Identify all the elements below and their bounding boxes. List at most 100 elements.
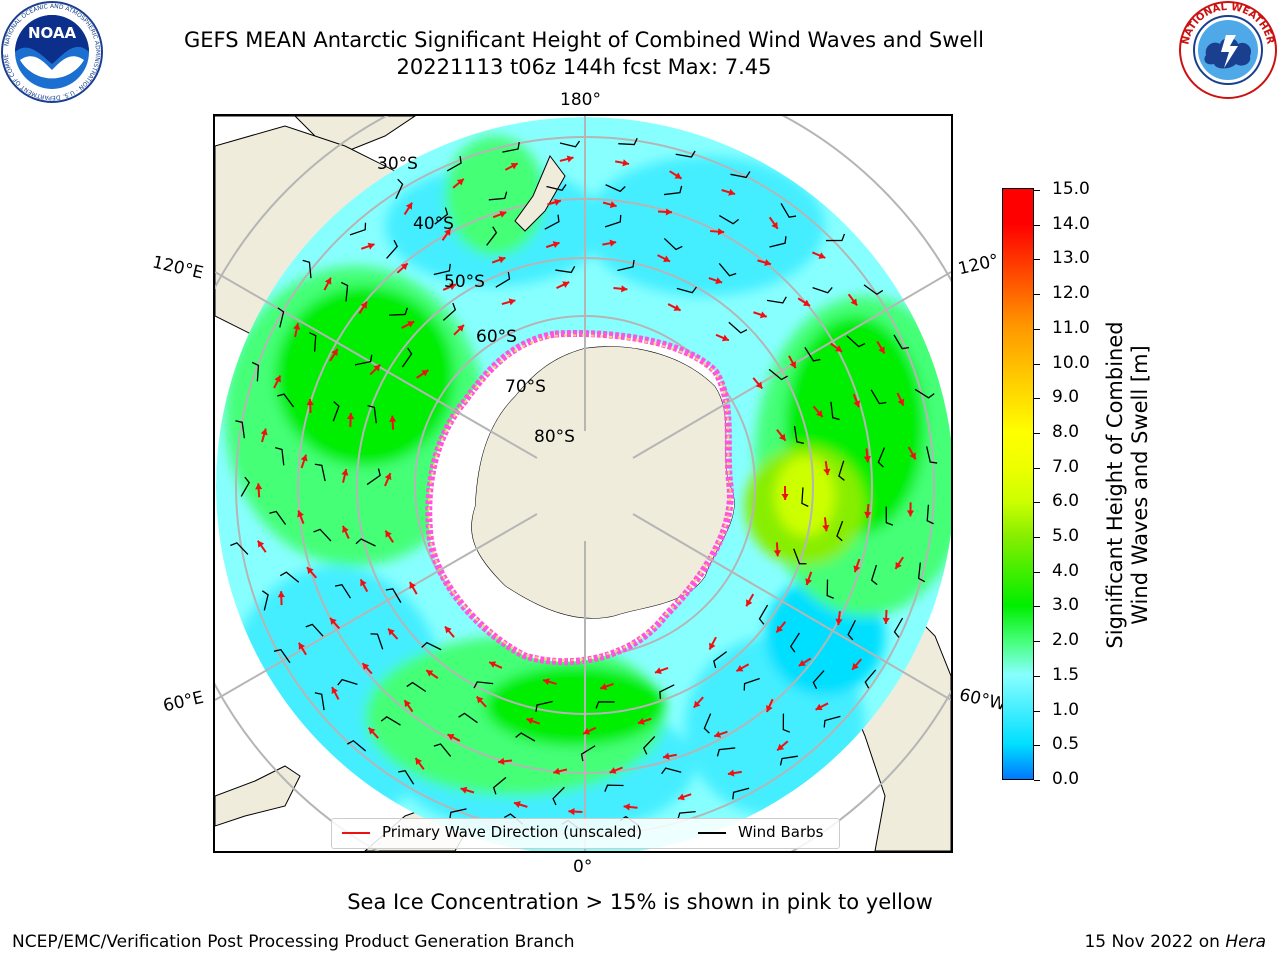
wind-barb [380, 716, 401, 726]
wind-barb [277, 307, 285, 328]
wind-barb [314, 463, 326, 482]
wave-arrowhead [622, 159, 629, 167]
colorbar-tick-label: 1.5 [1052, 664, 1080, 685]
wave-arrowhead [863, 456, 871, 463]
wave-arrowhead [409, 581, 416, 589]
wind-barb [758, 604, 769, 625]
wave-arrowhead [566, 155, 574, 163]
wind-barb [302, 259, 312, 279]
wave-arrowhead [897, 398, 905, 406]
wave-arrowhead [778, 433, 786, 441]
colorbar-tick-label: 1.0 [1052, 699, 1080, 720]
wave-arrowhead [764, 259, 771, 267]
wind-barb [313, 528, 332, 542]
lat-label-50s: 50°S [444, 272, 485, 292]
wind-barb [676, 286, 697, 294]
wind-barb [836, 520, 844, 542]
wind-barb [877, 447, 886, 468]
wave-arrowhead [663, 255, 671, 262]
nws-logo: NATIONAL WEATHER SERVICE [1172, 0, 1280, 104]
wind-barb [779, 755, 798, 766]
wave-arrowhead [583, 728, 591, 735]
wind-barb [914, 388, 935, 399]
wind-barb [433, 743, 452, 757]
wind-barb [830, 401, 840, 421]
wave-arrowhead [456, 178, 464, 186]
chart-subtitle: 20221113 t06z 144h fcst Max: 7.45 [396, 55, 772, 79]
wind-barb [367, 404, 377, 424]
wave-arrowhead [489, 661, 497, 668]
wave-arrowhead [407, 321, 415, 328]
wind-barb [334, 583, 352, 599]
wind-barb [823, 715, 841, 728]
wind-barb [766, 296, 787, 304]
wave-arrowhead [415, 758, 422, 765]
wind-barb [230, 542, 249, 555]
wind-barb [604, 214, 622, 228]
legend-wave-line [342, 832, 370, 834]
wave-arrowhead [421, 370, 429, 377]
lon-label-0: 0° [573, 857, 593, 877]
wave-arrowhead [498, 256, 506, 264]
colorbar-tick-label: 0.5 [1052, 734, 1080, 755]
lon-label-180: 180° [560, 90, 601, 110]
noaa-logo: NOAA NATIONAL OCEANIC AND ATMOSPHERIC AD… [0, 0, 104, 104]
wave-arrowhead [388, 628, 395, 636]
wind-barb [801, 487, 809, 507]
wave-arrowhead [444, 228, 451, 236]
wind-barb [870, 389, 887, 405]
wave-arrowhead [306, 567, 314, 575]
wave-arrowhead [600, 683, 608, 691]
colorbar-label-line2: Wind Waves and Swell [m] [1128, 345, 1152, 625]
wind-barb [605, 184, 626, 193]
wind-barb [732, 787, 750, 800]
polar-map: 30°S 40°S 50°S 60°S 70°S 80°S Primary Wa… [213, 114, 953, 853]
wave-arrowhead [341, 469, 349, 476]
wave-arrowhead [331, 687, 339, 695]
wave-arrowhead [755, 381, 763, 389]
wave-arrowhead [400, 263, 408, 271]
wind-barb [846, 335, 866, 348]
lat-label-60s: 60°S [476, 327, 517, 347]
wind-barb [433, 263, 451, 276]
wind-barb [309, 332, 317, 352]
wind-barb [782, 713, 791, 733]
wave-arrowhead [853, 565, 861, 573]
wind-barb [893, 334, 910, 350]
colorbar-tick-label: 12.0 [1052, 283, 1090, 304]
colorbar-tick-label: 5.0 [1052, 526, 1080, 547]
wave-arrowhead [297, 510, 304, 518]
wave-arrowhead [426, 670, 434, 677]
wave-arrowhead [773, 550, 781, 557]
wind-barb [251, 361, 260, 382]
wind-barb [838, 460, 845, 481]
wind-barb [488, 191, 508, 201]
date-line: 15 Nov 2022 on Hera [1084, 932, 1266, 952]
wind-barb [449, 808, 467, 820]
wave-arrowhead [513, 801, 521, 808]
wave-arrowhead [405, 202, 413, 210]
wind-barb [825, 233, 846, 242]
colorbar-tick [1034, 467, 1040, 469]
lat-label-40s: 40°S [413, 214, 454, 234]
sea-ice-zone [428, 333, 735, 662]
lat-label-30s: 30°S [377, 154, 418, 174]
wind-barb [885, 506, 894, 526]
wave-arrowhead [850, 298, 858, 306]
wind-barb [718, 262, 737, 277]
wind-barb [458, 712, 478, 724]
wind-barb [617, 259, 635, 272]
wave-arrowhead [342, 525, 349, 533]
wave-arrowhead [499, 210, 507, 218]
wind-barb [604, 784, 624, 792]
wind-barb [269, 510, 287, 525]
colorbar-tick-label: 10.0 [1052, 352, 1090, 373]
wind-barb [768, 368, 788, 381]
wave-arrowhead [568, 807, 575, 816]
wind-barb [235, 420, 246, 439]
wave-arrowhead [609, 239, 617, 247]
wind-barb [926, 504, 934, 525]
wind-barb [386, 239, 399, 259]
wind-barb [349, 222, 367, 236]
wind-barb [618, 137, 638, 146]
